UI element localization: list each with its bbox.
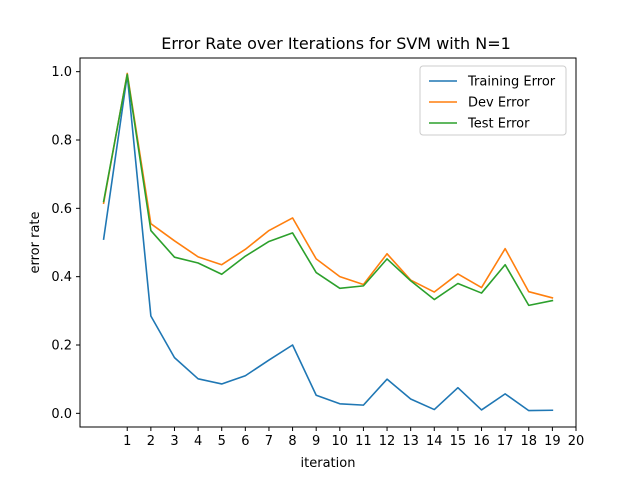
x-tick-label: 11 <box>355 434 372 449</box>
legend-box <box>419 65 567 136</box>
x-tick-label: 6 <box>241 434 249 449</box>
y-axis: 0.0 0.2 0.4 0.6 0.8 1.0 <box>51 65 80 422</box>
x-tick-label: 19 <box>544 434 561 449</box>
x-tick-label: 5 <box>218 434 226 449</box>
x-axis-label: iteration <box>301 456 356 471</box>
x-tick-label: 14 <box>426 434 443 449</box>
x-tick-label: 18 <box>520 434 537 449</box>
y-tick-label: 1.0 <box>51 65 72 80</box>
y-tick-label: 0.6 <box>51 202 72 217</box>
x-tick-label: 3 <box>170 434 178 449</box>
x-tick-label: 2 <box>147 434 155 449</box>
y-tick-label: 0.0 <box>51 407 72 422</box>
legend: Training Error Dev Error Test Error <box>419 65 567 136</box>
y-axis-label: error rate <box>28 211 43 273</box>
series-line-0 <box>102 74 554 412</box>
y-tick-label: 0.4 <box>51 270 72 285</box>
series-line-1 <box>102 72 554 299</box>
legend-label-0: Training Error <box>467 75 556 90</box>
x-tick-label: 16 <box>473 434 490 449</box>
x-tick-label: 15 <box>450 434 467 449</box>
legend-label-1: Dev Error <box>468 96 530 111</box>
x-tick-label: 7 <box>265 434 273 449</box>
x-tick-label: 13 <box>402 434 419 449</box>
y-tick-label: 0.2 <box>51 339 72 354</box>
x-tick-label: 8 <box>288 434 296 449</box>
x-tick-label: 4 <box>194 434 202 449</box>
x-tick-label: 1 <box>123 434 131 449</box>
chart-title: Error Rate over Iterations for SVM with … <box>161 34 511 53</box>
legend-label-2: Test Error <box>467 117 530 132</box>
x-axis: 1 2 3 4 5 6 7 8 9 10 11 12 13 14 15 16 17 18 19 20 <box>123 427 584 449</box>
y-tick-label: 0.8 <box>51 134 72 149</box>
plot-area <box>79 57 577 428</box>
x-tick-label: 9 <box>312 434 320 449</box>
series-lines <box>102 72 554 412</box>
series-line-2 <box>102 73 554 307</box>
x-tick-label: 10 <box>332 434 349 449</box>
x-tick-label: 20 <box>568 434 585 449</box>
x-tick-label: 12 <box>379 434 396 449</box>
x-tick-label: 17 <box>497 434 514 449</box>
plot-frame <box>79 57 577 428</box>
